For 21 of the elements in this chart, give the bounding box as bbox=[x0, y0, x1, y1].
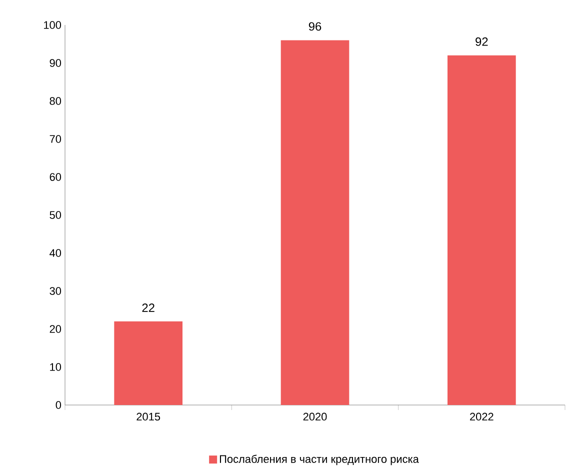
y-tick-label: 20 bbox=[50, 325, 62, 333]
bar bbox=[448, 55, 516, 405]
data-label: 22 bbox=[142, 304, 154, 312]
x-tick-label: 2015 bbox=[136, 412, 160, 421]
y-tick-label: 60 bbox=[50, 173, 62, 181]
y-tick-label: 30 bbox=[50, 287, 62, 295]
x-tick-label: 2022 bbox=[470, 412, 494, 421]
data-label: 92 bbox=[476, 37, 488, 46]
y-tick-label: 50 bbox=[50, 211, 62, 219]
bar bbox=[114, 321, 182, 405]
legend-label: Послабления в части кредитного риска bbox=[220, 454, 419, 466]
x-tick-label: 2020 bbox=[303, 412, 327, 421]
bar bbox=[280, 40, 350, 405]
y-tick-label: 80 bbox=[50, 97, 62, 105]
y-tick-label: 0 bbox=[56, 401, 62, 409]
y-tick-label: 90 bbox=[50, 59, 62, 67]
data-label: 96 bbox=[308, 22, 322, 31]
y-tick-label: 40 bbox=[50, 249, 62, 257]
y-tick-label: 100 bbox=[44, 21, 62, 29]
y-tick-label: 10 bbox=[50, 363, 62, 371]
y-tick-label: 70 bbox=[50, 135, 62, 143]
